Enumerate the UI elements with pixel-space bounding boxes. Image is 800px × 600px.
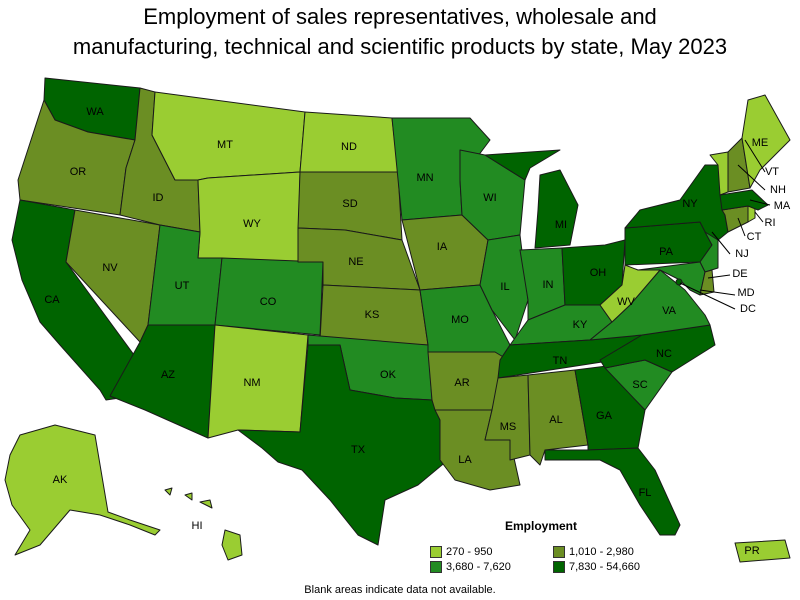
state-label-dc: DC (740, 303, 756, 315)
state-label-ut: UT (175, 280, 190, 292)
leader-lines (679, 139, 771, 310)
state-label-ia: IA (437, 241, 448, 253)
state-label-md: MD (737, 287, 754, 299)
state-label-wv: WV (617, 296, 635, 308)
state-label-ky: KY (573, 319, 588, 331)
state-me (741, 94, 791, 189)
state-label-de: DE (732, 268, 747, 280)
map-title-line-2: manufacturing, technical and scientific … (72, 34, 728, 59)
state-label-va: VA (662, 305, 677, 317)
state-label-ma: MA (774, 200, 791, 212)
state-label-ct: CT (747, 231, 762, 243)
state-ak (4, 424, 161, 556)
state-label-ri: RI (765, 217, 776, 229)
state-label-in: IN (543, 279, 554, 291)
state-az (109, 324, 216, 439)
state-label-wa: WA (86, 106, 104, 118)
state-label-oh: OH (590, 267, 607, 279)
state-label-ks: KS (365, 309, 380, 321)
legend-item-1: 270 - 950 (430, 546, 492, 558)
state-label-ar: AR (454, 377, 469, 389)
state-fl (544, 447, 681, 536)
footnote: Blank areas indicate data not available. (304, 584, 496, 596)
state-label-id: ID (153, 192, 164, 204)
state-label-co: CO (260, 296, 277, 308)
state-label-nh: NH (770, 184, 786, 196)
legend-item-4: 7,830 - 54,660 (553, 561, 640, 573)
state-label-ny: NY (682, 198, 698, 210)
state-tx (237, 344, 449, 546)
state-label-wi: WI (483, 192, 496, 204)
state-mi (484, 149, 579, 249)
state-label-nj: NJ (735, 248, 748, 260)
state-label-mi: MI (555, 219, 567, 231)
state-label-ga: GA (596, 410, 613, 422)
state-label-ak: AK (53, 474, 68, 486)
state-pr (734, 539, 791, 563)
legend-item-3: 3,680 - 7,620 (430, 561, 511, 573)
state-label-me: ME (752, 137, 769, 149)
state-dc (675, 278, 683, 286)
legend-item-2: 1,010 - 2,980 (553, 546, 634, 558)
state-label-al: AL (549, 414, 562, 426)
state-label-ok: OK (380, 369, 397, 381)
legend-swatch-3 (430, 561, 442, 573)
state-label-hi: HI (192, 520, 203, 532)
state-pa (624, 221, 713, 266)
state-label-ca: CA (44, 294, 60, 306)
state-vt (709, 151, 729, 196)
state-label-nv: NV (102, 262, 118, 274)
state-hi (164, 487, 243, 561)
legend-title: Employment (505, 519, 578, 533)
state-label-ne: NE (348, 256, 363, 268)
legend-swatch-2 (553, 546, 565, 558)
state-label-pa: PA (659, 246, 674, 258)
state-label-nc: NC (656, 348, 672, 360)
state-label-tn: TN (553, 355, 568, 367)
legend-swatch-1 (430, 546, 442, 558)
map-title: Employment of sales representatives, who… (0, 2, 800, 62)
legend-swatch-4 (553, 561, 565, 573)
state-label-az: AZ (161, 369, 175, 381)
map-title-line-1: Employment of sales representatives, who… (143, 4, 657, 29)
state-ma (719, 189, 769, 211)
state-label-mo: MO (451, 314, 469, 326)
state-label-fl: FL (639, 487, 652, 499)
legend-label-1: 270 - 950 (446, 546, 493, 558)
state-label-la: LA (458, 454, 472, 466)
state-label-mn: MN (416, 172, 433, 184)
state-label-sd: SD (342, 198, 357, 210)
state-label-tx: TX (351, 444, 366, 456)
state-label-or: OR (70, 166, 87, 178)
state-label-pr: PR (744, 545, 759, 557)
state-wv (599, 264, 661, 323)
legend-label-3: 3,680 - 7,620 (446, 561, 511, 573)
state-mt (151, 91, 306, 181)
state-labels: WA OR CA NV ID MT WY UT CO AZ NM ND SD NE KS OK TX MN IA MO… (44, 106, 791, 557)
state-label-il: IL (500, 281, 509, 293)
state-label-mt: MT (217, 139, 233, 151)
state-label-sc: SC (632, 379, 647, 391)
legend-label-2: 1,010 - 2,980 (569, 546, 634, 558)
state-label-wy: WY (243, 218, 261, 230)
state-label-nm: NM (243, 377, 260, 389)
state-label-ms: MS (500, 421, 517, 433)
state-label-vt: VT (765, 166, 779, 178)
state-label-nd: ND (341, 141, 357, 153)
legend-label-4: 7,830 - 54,660 (569, 561, 640, 573)
